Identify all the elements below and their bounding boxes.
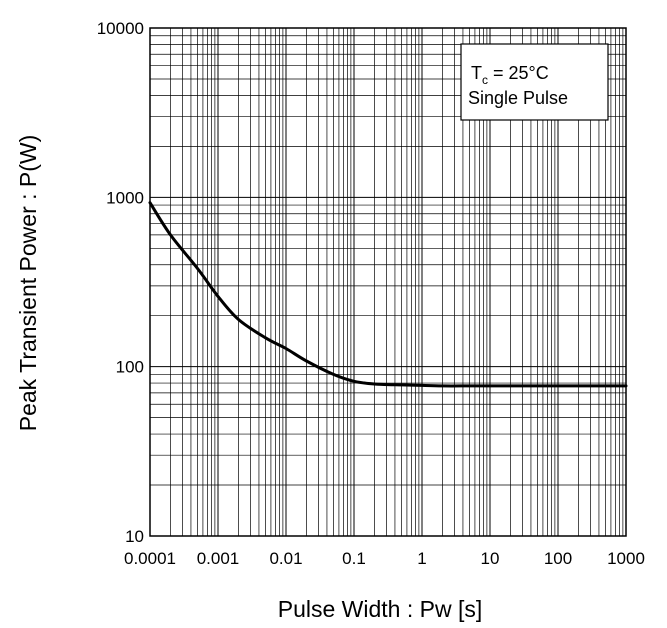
x-tick-label: 0.001	[197, 549, 240, 568]
y-tick-label: 10000	[97, 19, 144, 38]
single-pulse-label: Single Pulse	[468, 88, 568, 108]
y-axis-title: Peak Transient Power : P(W)	[15, 135, 41, 432]
x-tick-label: 0.01	[269, 549, 302, 568]
condition-box: Tc = 25°C Single Pulse	[460, 43, 609, 121]
y-tick-label: 10	[125, 527, 144, 546]
x-tick-label: 1	[417, 549, 426, 568]
plot-frame	[149, 27, 627, 537]
condition-value: = 25°C	[488, 63, 549, 83]
condition-text: Tc = 25°C	[471, 63, 549, 87]
x-axis-title: Pulse Width : Pw [s]	[278, 596, 483, 622]
x-tick-label: 10	[481, 549, 500, 568]
condition-symbol: T	[471, 63, 482, 83]
series-line	[148, 201, 628, 388]
grid	[149, 28, 626, 537]
x-tick-label: 1000	[607, 549, 645, 568]
x-tick-label: 0.1	[342, 549, 366, 568]
x-tick-label: 0.0001	[124, 549, 176, 568]
y-tick-label: 100	[116, 358, 144, 377]
condition-subscript: c	[482, 73, 488, 87]
y-tick-label: 1000	[106, 188, 144, 207]
tick-labels: 0.0001 0.001 0.01 0.1 1 10 100 1000 10 100 1000 100…	[97, 19, 645, 568]
x-tick-label: 100	[544, 549, 572, 568]
